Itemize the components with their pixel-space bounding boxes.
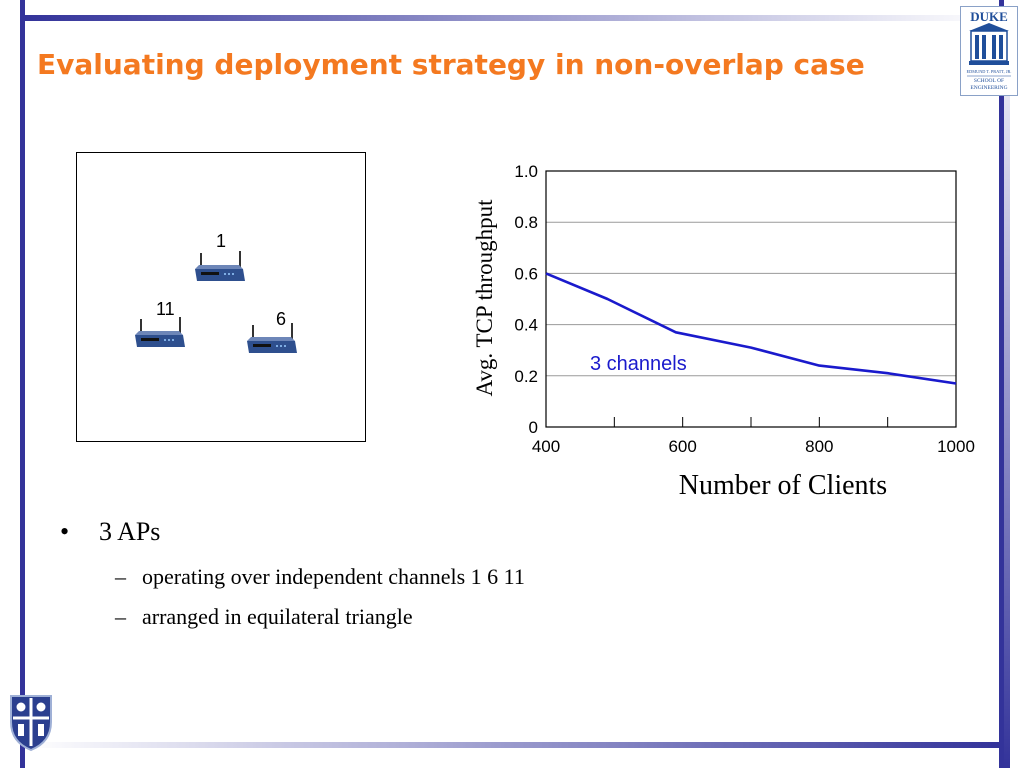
x-tick-label: 600 [668, 437, 696, 456]
wireless-router-icon [195, 251, 245, 281]
y-tick-label: 0 [529, 418, 538, 437]
sub-bullet-dash: – [115, 604, 126, 629]
bullet-symbol: • [60, 517, 70, 546]
right-gradient-bar [1004, 0, 1010, 768]
right-frame-bar [999, 0, 1004, 768]
duke-seal-logo [5, 692, 57, 754]
slide-title: Evaluating deployment strategy in non-ov… [37, 48, 865, 81]
y-tick-label: 0.4 [514, 316, 538, 335]
wireless-router-icon [135, 317, 185, 347]
x-tick-label: 800 [805, 437, 833, 456]
ap-label-channel-6: 6 [276, 309, 287, 329]
wireless-router-icon [247, 323, 297, 353]
sub-bullet-dash: – [115, 564, 126, 589]
top-gradient-bar [25, 15, 999, 21]
bullet-main-text: 3 APs [99, 517, 161, 546]
ap-label-channel-1: 1 [216, 231, 227, 251]
ap-placement-diagram: 1 11 6 [76, 152, 366, 442]
left-frame-bar [20, 0, 25, 768]
duke-engineering-logo: DUKE EDMUND T. PRATT, JR. SCHOOL OF ENGI… [960, 6, 1018, 96]
duke-logo-engineering: ENGINEERING [970, 85, 1007, 91]
sub-bullet-text: arranged in equilateral triangle [142, 604, 413, 629]
duke-logo-text: DUKE [970, 9, 1008, 24]
y-tick-label: 0.8 [514, 213, 538, 232]
ap-label-channel-11: 11 [156, 299, 175, 319]
x-axis-label: Number of Clients [679, 470, 887, 501]
y-tick-label: 0.2 [514, 367, 538, 386]
sub-bullet-text: operating over independent channels 1 6 … [142, 564, 525, 589]
series-line-3-channels [545, 272, 957, 385]
y-tick-label: 1.0 [514, 162, 538, 181]
duke-logo-subtitle: EDMUND T. PRATT, JR. [967, 69, 1012, 75]
series-label-3-channels: 3 channels [590, 353, 687, 375]
x-tick-label: 400 [532, 437, 560, 456]
x-tick-label: 1000 [937, 437, 975, 456]
chart-gridlines [546, 221, 956, 377]
chapel-icon [969, 23, 1009, 65]
bottom-gradient-bar [25, 742, 999, 748]
duke-logo-school: SCHOOL OF [974, 78, 1004, 84]
chart-series [545, 272, 957, 385]
y-axis-label: Avg. TCP throughput [472, 199, 497, 397]
chart-ticks: 0 0.2 0.4 0.6 0.8 1.0 400 600 800 1000 [514, 162, 975, 456]
y-tick-label: 0.6 [514, 264, 538, 283]
